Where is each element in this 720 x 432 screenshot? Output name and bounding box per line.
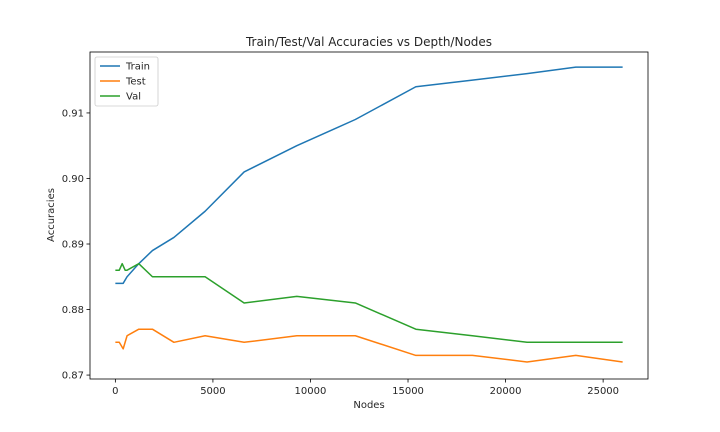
legend-label-val: Val — [126, 92, 141, 103]
legend-box — [94, 56, 159, 107]
y-tick-label: 0.87 — [62, 371, 84, 382]
x-tick-label: 0 — [112, 386, 118, 397]
y-axis-label: Accuracies — [46, 188, 57, 242]
legend-label-train: Train — [125, 62, 150, 73]
x-tick-label: 20000 — [490, 386, 522, 397]
x-tick-label: 15000 — [392, 386, 424, 397]
legend-label-test: Test — [125, 77, 146, 88]
series-line-val — [115, 262, 623, 344]
plot-area — [90, 52, 648, 379]
x-tick-label: 25000 — [587, 386, 619, 397]
y-tick-label: 0.91 — [62, 108, 84, 119]
y-axis: 0.87 0.88 0.89 0.90 0.91 — [62, 108, 90, 382]
x-tick-label: 5000 — [200, 386, 225, 397]
series-line-test — [115, 328, 623, 363]
x-axis-label: Nodes — [353, 400, 384, 411]
series-line-train — [115, 66, 623, 285]
y-tick-label: 0.89 — [62, 240, 84, 251]
x-tick-label: 10000 — [295, 386, 327, 397]
y-tick-label: 0.88 — [62, 305, 84, 316]
plot-frame — [89, 51, 649, 380]
x-axis: 0 5000 10000 15000 20000 25000 — [112, 379, 619, 397]
legend: Train Test Val — [94, 56, 159, 107]
chart-title: Train/Test/Val Accuracies vs Depth/Nodes — [245, 35, 492, 49]
y-tick-label: 0.90 — [62, 174, 84, 185]
series-layer — [115, 66, 623, 363]
